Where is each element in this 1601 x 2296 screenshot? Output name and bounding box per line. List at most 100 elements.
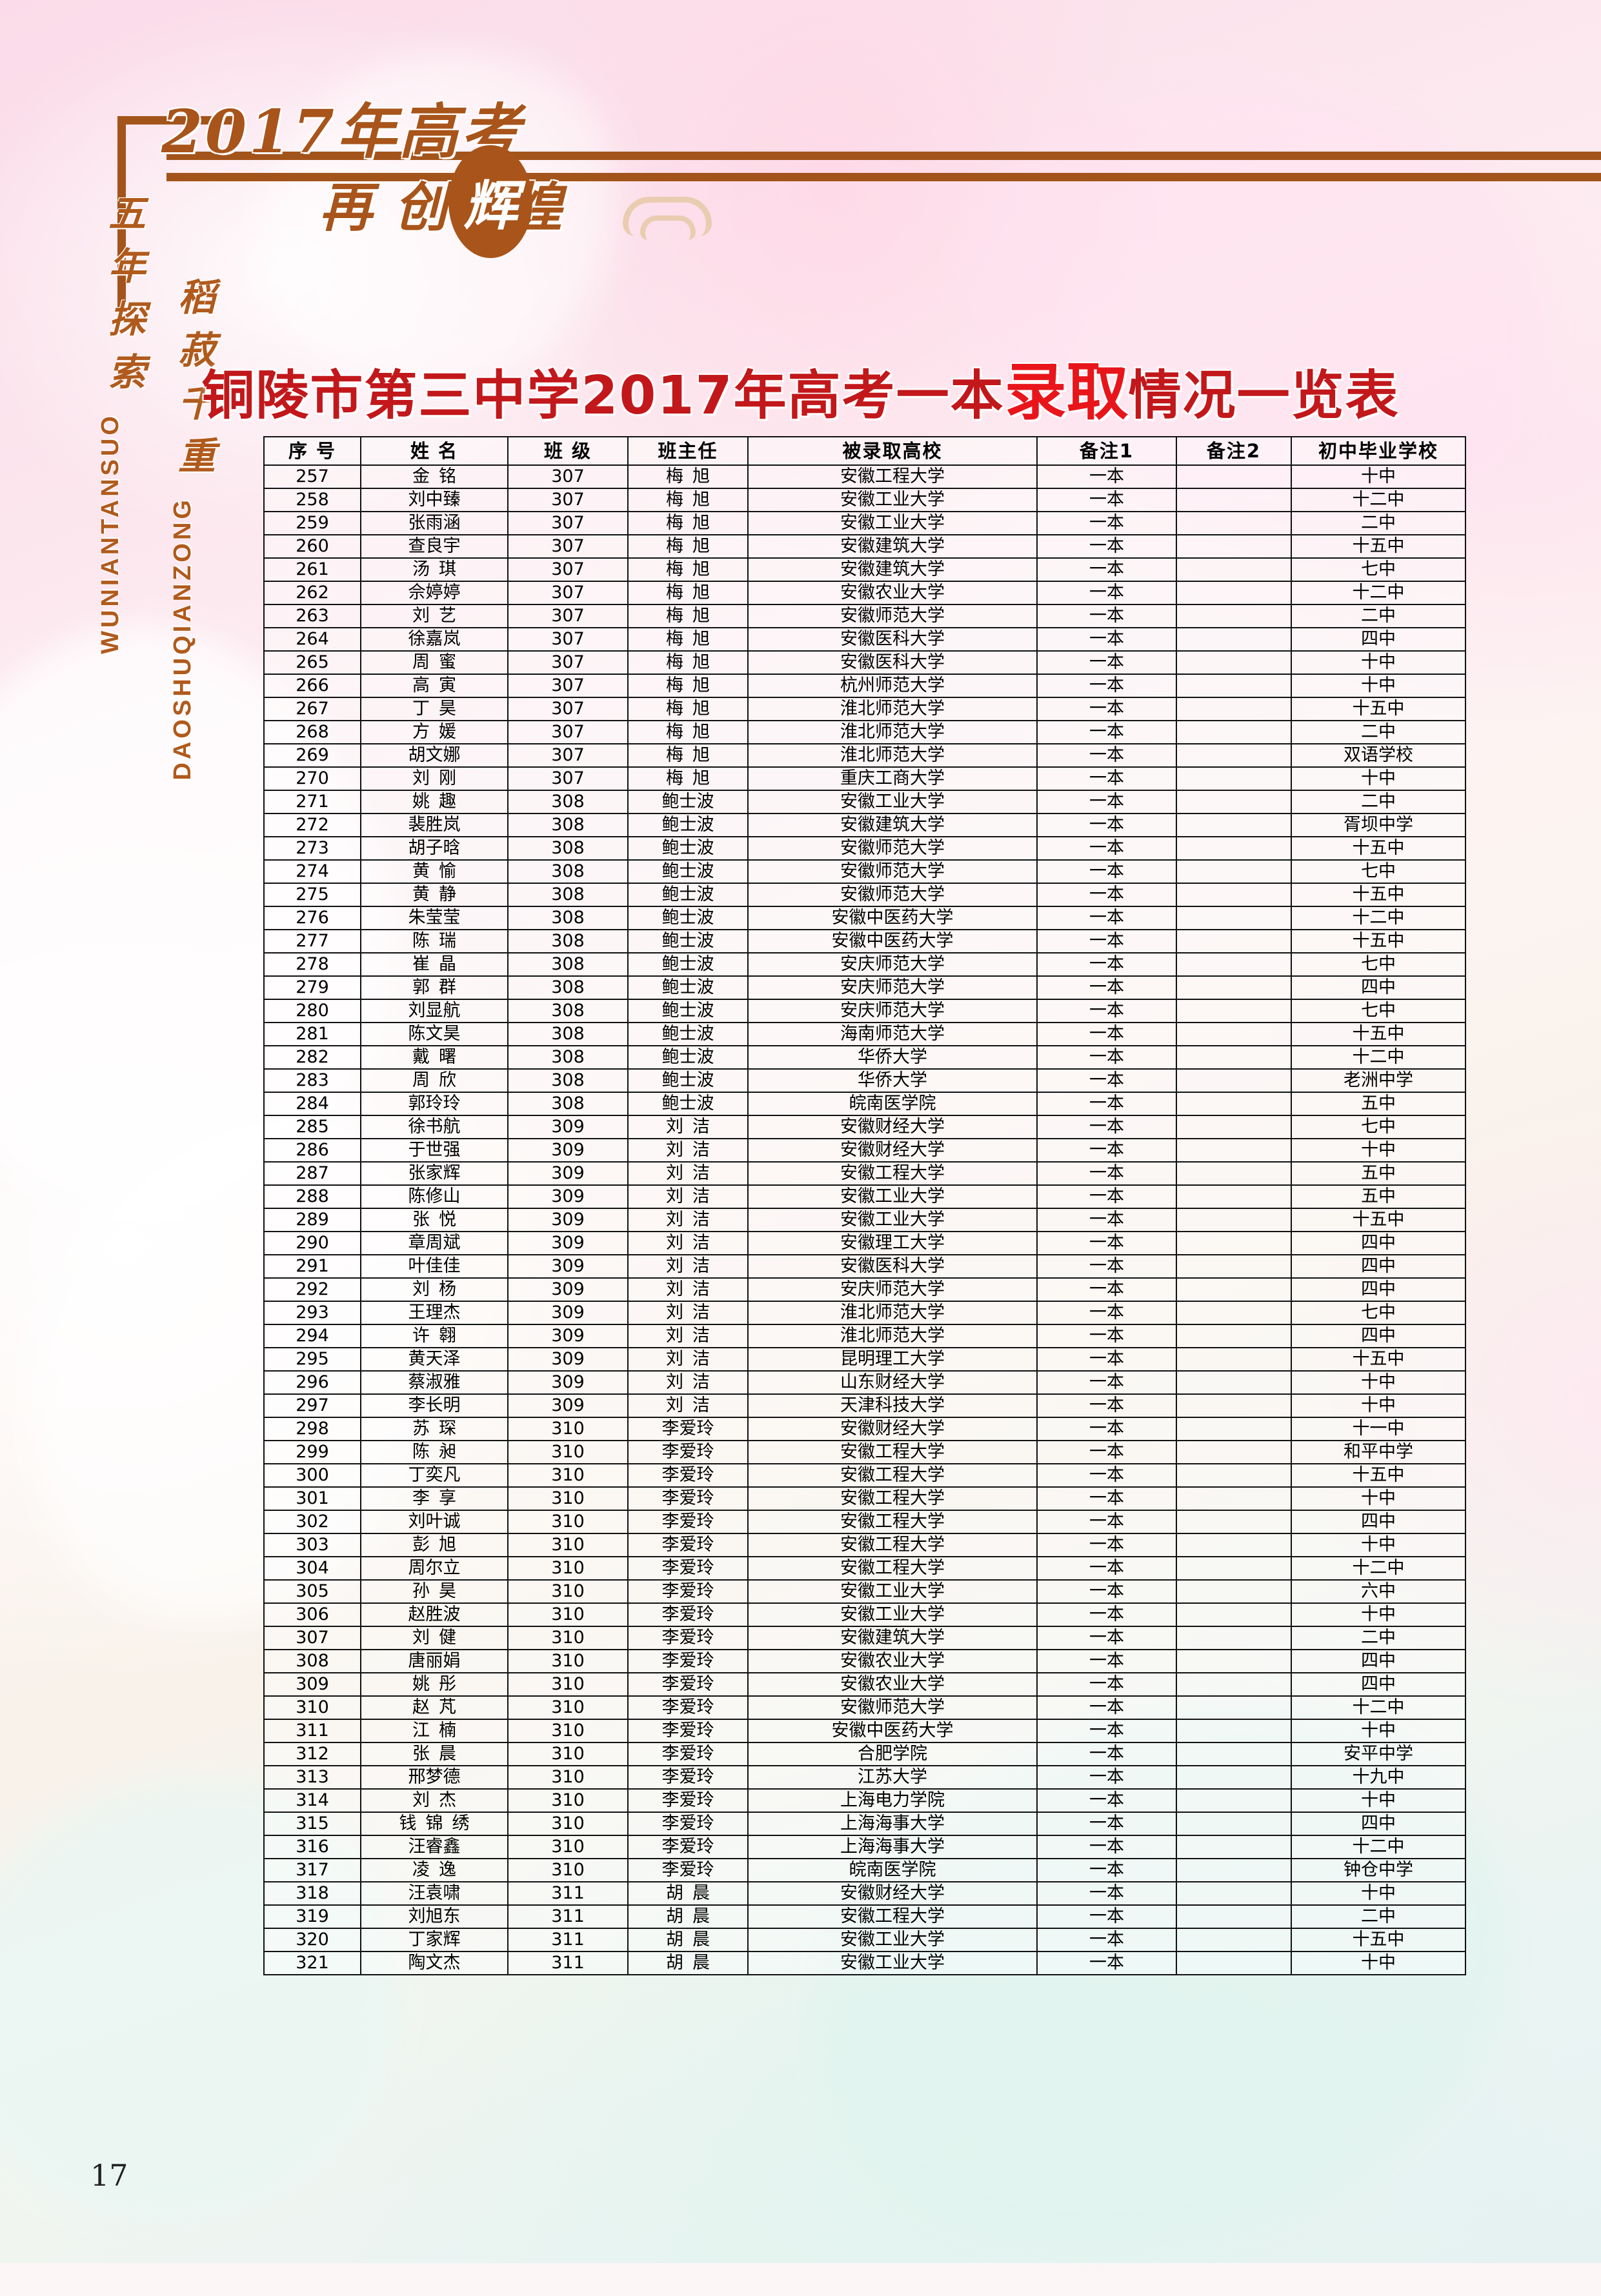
table-cell-1: 叶佳佳: [360, 1254, 508, 1279]
table-cell-2: 308: [507, 836, 629, 861]
table-cell-3: 刘洁: [627, 1184, 749, 1209]
admissions-table: 序 号姓 名班 级班主任 被录取高校 备注1 备注2 初中毕业学校 257 金铭 307 梅旭…: [263, 436, 1466, 1975]
table-cell-5: 一本: [1036, 906, 1177, 930]
table-cell-4: 安徽工业大学: [747, 488, 1038, 512]
title-highlight: 录取: [1004, 356, 1129, 428]
table-cell-0: 318: [263, 1881, 361, 1906]
table-cell-5: 一本: [1036, 1835, 1177, 1859]
table-row: 271 姚趣 308 鲍士波 安徽工业大学 一本 二中: [263, 790, 1466, 814]
table-cell-3: 李爱玲: [627, 1486, 749, 1511]
table-cell-3: 李爱玲: [627, 1463, 749, 1488]
admissions-table-wrapper: 序 号姓 名班 级班主任 被录取高校 备注1 备注2 初中毕业学校 257 金铭 307 梅旭…: [263, 436, 1466, 1975]
table-cell-3: 李爱玲: [627, 1788, 749, 1813]
table-cell-2: 307: [507, 697, 629, 721]
table-cell-6: [1176, 557, 1292, 582]
table-cell-5: 一本: [1036, 720, 1177, 744]
table-row: 306 赵胜波 310 李爱玲 安徽工业大学 一本 十中: [263, 1602, 1466, 1627]
table-row: 278 崔晶 308 鲍士波 安庆师范大学 一本 七中: [263, 952, 1466, 977]
table-cell-0: 264: [263, 627, 361, 652]
table-row: 283 周欣 308 鲍士波 华侨大学 一本 老洲中学: [263, 1068, 1466, 1093]
table-cell-6: [1176, 1138, 1292, 1163]
table-cell-5: 一本: [1036, 1812, 1177, 1836]
table-cell-6: [1176, 1277, 1292, 1302]
table-cell-4: 安徽工业大学: [747, 1208, 1038, 1232]
table-cell-0: 290: [263, 1231, 361, 1255]
table-cell-0: 261: [263, 557, 361, 582]
table-cell-3: 梅旭: [627, 488, 749, 512]
table-row: 269 胡文娜 307 梅旭 淮北师范大学 一本 双语学校: [263, 743, 1466, 768]
table-cell-5: 一本: [1036, 1254, 1177, 1279]
table-cell-7: 四中: [1291, 975, 1466, 1000]
table-cell-6: [1176, 1533, 1292, 1557]
table-cell-5: 一本: [1036, 1301, 1177, 1325]
table-cell-5: 一本: [1036, 1695, 1177, 1720]
table-cell-5: 一本: [1036, 557, 1177, 582]
table-cell-0: 292: [263, 1277, 361, 1302]
table-cell-7: 十五中: [1291, 1928, 1466, 1952]
table-cell-7: 五中: [1291, 1092, 1466, 1116]
table-row: 270 刘刚 307 梅旭 重庆工商大学 一本 十中: [263, 766, 1466, 791]
table-cell-2: 309: [507, 1324, 629, 1348]
table-cell-0: 273: [263, 836, 361, 861]
table-cell-3: 鲍士波: [627, 1045, 749, 1070]
table-row: 262 佘婷婷 307 梅旭 安徽农业大学 一本 十二中: [263, 581, 1466, 605]
table-row: 279 郭群 308 鲍士波 安庆师范大学 一本 四中: [263, 975, 1466, 1000]
table-cell-5: 一本: [1036, 1510, 1177, 1534]
table-cell-2: 307: [507, 534, 629, 559]
table-cell-4: 重庆工商大学: [747, 766, 1038, 791]
table-cell-4: 安徽中医药大学: [747, 1719, 1038, 1743]
table-cell-0: 287: [263, 1161, 361, 1186]
table-cell-3: 梅旭: [627, 650, 749, 675]
table-cell-7: 五中: [1291, 1184, 1466, 1209]
table-row: 257 金铭 307 梅旭 安徽工程大学 一本 十中: [263, 464, 1466, 489]
table-cell-2: 310: [507, 1695, 629, 1720]
table-cell-3: 李爱玲: [627, 1672, 749, 1697]
table-cell-3: 李爱玲: [627, 1579, 749, 1604]
title-part2: 情况一览表: [1128, 365, 1400, 426]
table-cell-7: 二中: [1291, 720, 1466, 744]
table-cell-1: 蔡淑雅: [360, 1370, 508, 1395]
table-cell-2: 309: [507, 1254, 629, 1279]
table-cell-0: 262: [263, 581, 361, 605]
table-cell-5: 一本: [1036, 1208, 1177, 1232]
table-cell-5: 一本: [1036, 1277, 1177, 1302]
table-cell-6: [1176, 1695, 1292, 1720]
table-cell-1: 孙昊: [360, 1579, 508, 1604]
table-cell-7: 十二中: [1291, 1556, 1466, 1581]
table-cell-1: 周蜜: [360, 650, 508, 675]
table-cell-1: 刘艺: [360, 604, 508, 628]
table-cell-5: 一本: [1036, 1649, 1177, 1673]
table-cell-1: 徐书航: [360, 1115, 508, 1139]
table-cell-4: 安徽师范大学: [747, 604, 1038, 628]
table-cell-1: 刘刚: [360, 766, 508, 791]
table-cell-1: 李享: [360, 1486, 508, 1511]
table-cell-2: 307: [507, 511, 629, 535]
table-cell-2: 307: [507, 488, 629, 512]
table-cell-0: 308: [263, 1649, 361, 1673]
table-cell-6: [1176, 743, 1292, 768]
table-cell-1: 唐丽娟: [360, 1649, 508, 1673]
table-cell-5: 一本: [1036, 1022, 1177, 1046]
table-cell-0: 294: [263, 1324, 361, 1348]
table-cell-5: 一本: [1036, 1115, 1177, 1139]
table-row: 309 姚彤 310 李爱玲 安徽农业大学 一本 四中: [263, 1672, 1466, 1697]
table-cell-2: 309: [507, 1347, 629, 1372]
table-cell-4: 安徽财经大学: [747, 1417, 1038, 1441]
table-cell-0: 305: [263, 1579, 361, 1604]
table-cell-1: 王理杰: [360, 1301, 508, 1325]
table-cell-1: 许翱: [360, 1324, 508, 1348]
table-cell-7: 二中: [1291, 790, 1466, 814]
table-cell-1: 李长明: [360, 1393, 508, 1418]
table-cell-2: 310: [507, 1742, 629, 1766]
table-cell-2: 309: [507, 1231, 629, 1255]
table-cell-7: 十一中: [1291, 1417, 1466, 1441]
table-cell-7: 十中: [1291, 1788, 1466, 1813]
table-cell-3: 李爱玲: [627, 1719, 749, 1743]
table-cell-3: 梅旭: [627, 720, 749, 744]
table-cell-5: 一本: [1036, 1463, 1177, 1488]
table-cell-7: 四中: [1291, 1231, 1466, 1255]
cloud-ornament-icon: [623, 197, 712, 240]
table-cell-6: [1176, 1417, 1292, 1441]
table-cell-3: 梅旭: [627, 464, 749, 489]
table-cell-4: 安庆师范大学: [747, 1277, 1038, 1302]
